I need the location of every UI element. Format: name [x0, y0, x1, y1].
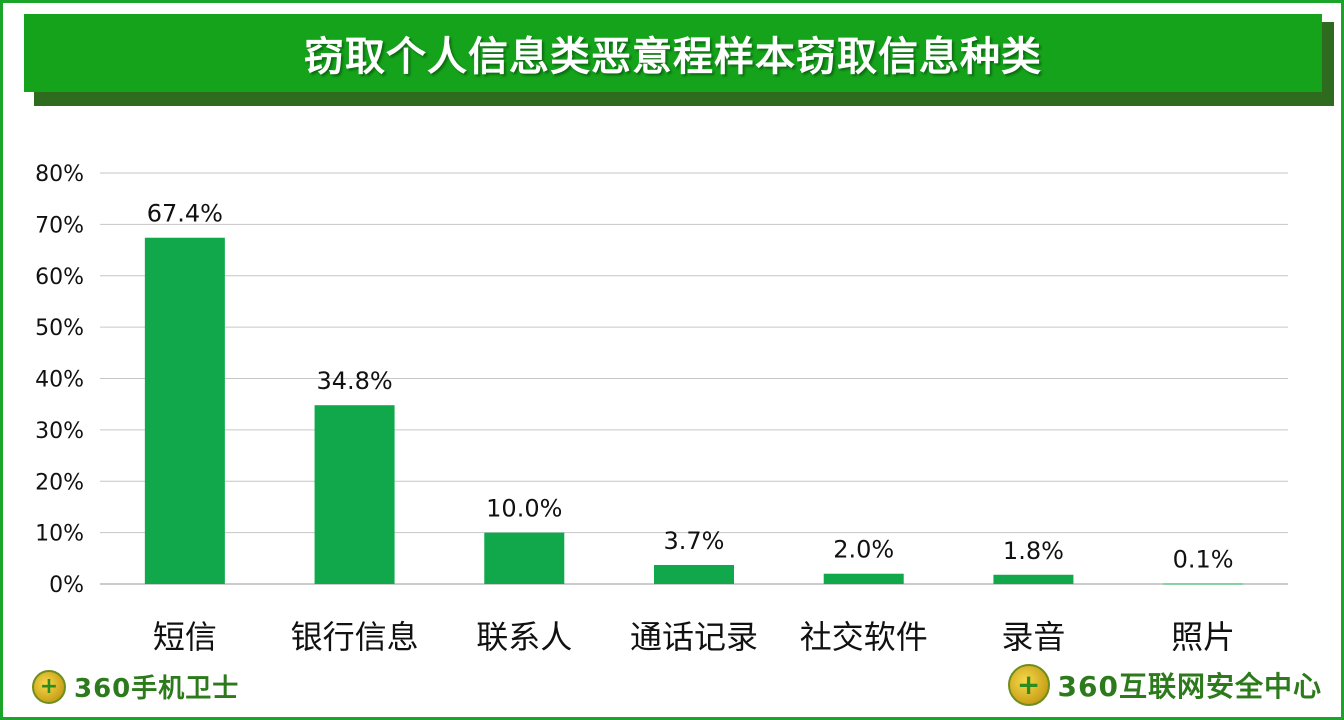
bar [823, 573, 904, 584]
data-label: 3.7% [664, 527, 725, 555]
x-tick-label: 银行信息 [291, 618, 419, 656]
left-brand-text: 360手机卫士 [74, 674, 240, 704]
data-label: 0.1% [1173, 545, 1234, 573]
right-brand-text: 360互联网安全中心 [1057, 670, 1322, 703]
y-tick-label: 0% [49, 573, 84, 598]
bar [1163, 583, 1244, 585]
data-label: 34.8% [316, 367, 392, 395]
x-tick-label: 录音 [1001, 618, 1065, 656]
y-tick-label: 20% [35, 470, 84, 495]
y-tick-label: 40% [35, 368, 84, 393]
y-tick-label: 50% [35, 316, 84, 341]
x-tick-label: 联系人 [476, 618, 572, 656]
x-tick-label: 通话记录 [630, 618, 758, 656]
bar [993, 574, 1074, 584]
data-label: 2.0% [833, 536, 894, 564]
bar [144, 237, 225, 585]
y-tick-label: 70% [35, 213, 84, 238]
bar [654, 564, 734, 584]
y-tick-label: 30% [35, 419, 84, 444]
y-tick-label: 80% [35, 162, 84, 187]
footer-left-logo: 360手机卫士 [32, 668, 239, 705]
data-label: 1.8% [1003, 537, 1064, 565]
bar [314, 405, 395, 584]
y-tick-label: 60% [35, 265, 84, 290]
x-tick-label: 照片 [1171, 618, 1235, 656]
x-tick-label: 社交软件 [800, 618, 928, 656]
bar [484, 532, 565, 584]
360-logo-icon [32, 669, 66, 704]
data-label: 67.4% [147, 200, 223, 228]
chart-title: 窃取个人信息类恶意程样本窃取信息种类 [304, 34, 1042, 80]
360-security-logo-icon [1007, 664, 1050, 706]
data-label: 10.0% [486, 495, 562, 523]
title-bar: 窃取个人信息类恶意程样本窃取信息种类 [24, 14, 1322, 92]
y-tick-label: 10% [35, 522, 84, 547]
footer-right-logo: 360互联网安全中心 [1007, 664, 1322, 706]
x-tick-label: 短信 [153, 618, 217, 656]
